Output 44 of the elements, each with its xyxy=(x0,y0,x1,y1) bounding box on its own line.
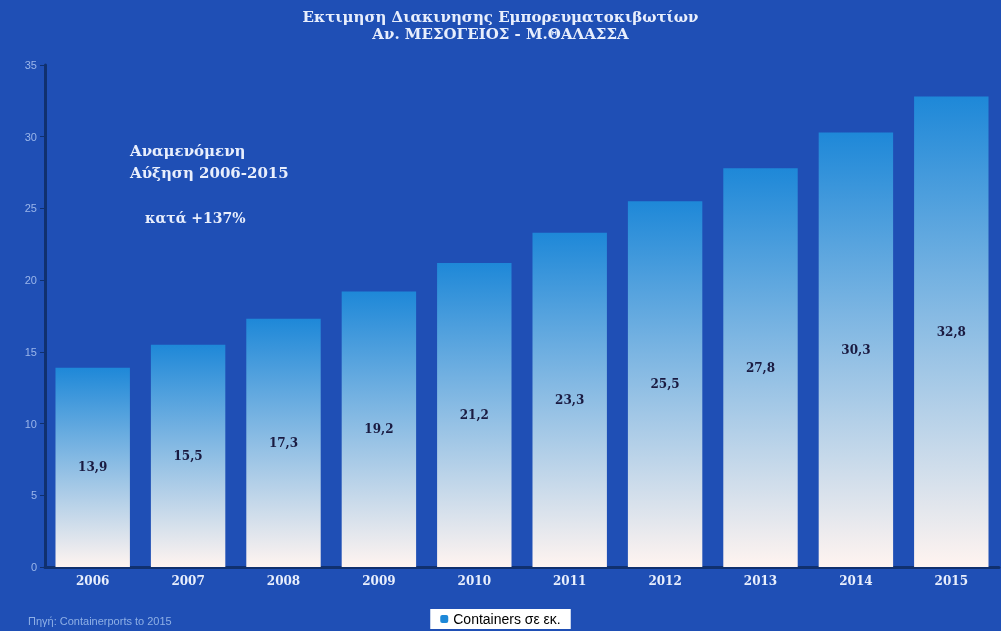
y-tick-label: 15 xyxy=(24,345,37,358)
y-tick-label: 25 xyxy=(24,202,37,215)
data-label: 21,2 xyxy=(459,407,489,422)
y-tick-label: 0 xyxy=(30,561,37,573)
x-tick-label: 2015 xyxy=(934,574,968,588)
annotation: Αναμενόμενη Αύξηση 2006-2015 xyxy=(129,142,289,182)
x-tick-label: 2006 xyxy=(76,574,110,588)
data-label: 19,2 xyxy=(364,422,394,437)
text: Πηγή: Containerports to 2015 xyxy=(28,615,172,627)
x-tick-label: 2013 xyxy=(743,574,778,588)
x-tick-label: 2009 xyxy=(362,574,396,588)
y-tick-label: 20 xyxy=(24,274,37,287)
x-tick-label: 2011 xyxy=(553,574,587,588)
bar xyxy=(55,367,130,567)
bar xyxy=(341,291,417,567)
data-label: 30,3 xyxy=(841,342,871,357)
y-tick-label: 10 xyxy=(24,417,37,430)
data-label: 13,9 xyxy=(78,460,108,475)
x-tick-label: 2010 xyxy=(457,574,491,588)
bar xyxy=(627,201,703,567)
bar xyxy=(150,344,226,567)
bar xyxy=(723,168,798,567)
chart-title: Εκτιμηση Διακινησης Εμπορευματοκιβωτίων xyxy=(302,7,699,26)
bar xyxy=(437,262,512,567)
y-tick-label: 35 xyxy=(24,59,37,71)
annotation: κατά +137% xyxy=(145,210,246,226)
chart-subtitle: Αν. ΜΕΣΟΓΕΙΟΣ - Μ.ΘΑΛΑΣΣΑ xyxy=(371,24,630,43)
y-tick-label: 5 xyxy=(30,489,37,502)
bar xyxy=(914,96,989,567)
x-tick-label: 2012 xyxy=(648,574,682,588)
bar xyxy=(532,232,607,567)
x-tick-label: 2007 xyxy=(171,574,205,588)
data-label: 17,3 xyxy=(268,435,299,450)
legend-label: Containers σε εκ. xyxy=(453,611,561,627)
data-label: 15,5 xyxy=(173,448,203,463)
bar xyxy=(818,132,894,567)
data-label: 32,8 xyxy=(936,324,966,339)
data-label: 25,5 xyxy=(650,377,680,392)
data-label: 23,3 xyxy=(555,392,585,407)
y-tick-label: 30 xyxy=(24,130,37,143)
x-tick-label: 2014 xyxy=(839,574,873,588)
x-tick-label: 2008 xyxy=(266,574,301,588)
bar xyxy=(246,318,321,567)
data-label: 27,8 xyxy=(745,360,776,375)
